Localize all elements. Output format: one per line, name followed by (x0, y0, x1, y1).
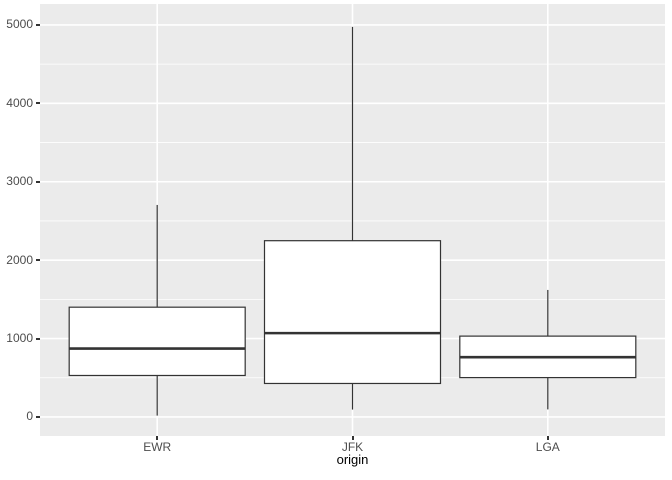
y-tick-mark (36, 337, 40, 340)
y-tick-label: 2000 (6, 252, 33, 267)
y-tick-mark (36, 259, 40, 262)
x-axis-title: origin (336, 452, 369, 467)
y-tick-mark (36, 415, 40, 418)
y-tick-label: 4000 (6, 95, 33, 110)
box-jfk (263, 240, 442, 385)
y-tick-label: 5000 (6, 17, 33, 32)
x-tick-mark (156, 436, 159, 440)
x-tick-mark (351, 436, 354, 440)
y-tick-mark (36, 23, 40, 26)
x-tick-label-ewr: EWR (143, 440, 172, 454)
x-tick-label-lga: LGA (535, 440, 560, 454)
x-tick-mark (546, 436, 549, 440)
y-tick-mark (36, 180, 40, 183)
y-tick-label: 3000 (6, 174, 33, 189)
y-tick-label: 0 (26, 409, 33, 424)
y-tick-mark (36, 102, 40, 105)
plot-panel (40, 4, 665, 436)
box-ewr (68, 306, 246, 377)
x-tick-label-jfk: JFK (341, 440, 364, 454)
y-tick-label: 1000 (6, 331, 33, 346)
boxplot-canvas (40, 4, 665, 436)
